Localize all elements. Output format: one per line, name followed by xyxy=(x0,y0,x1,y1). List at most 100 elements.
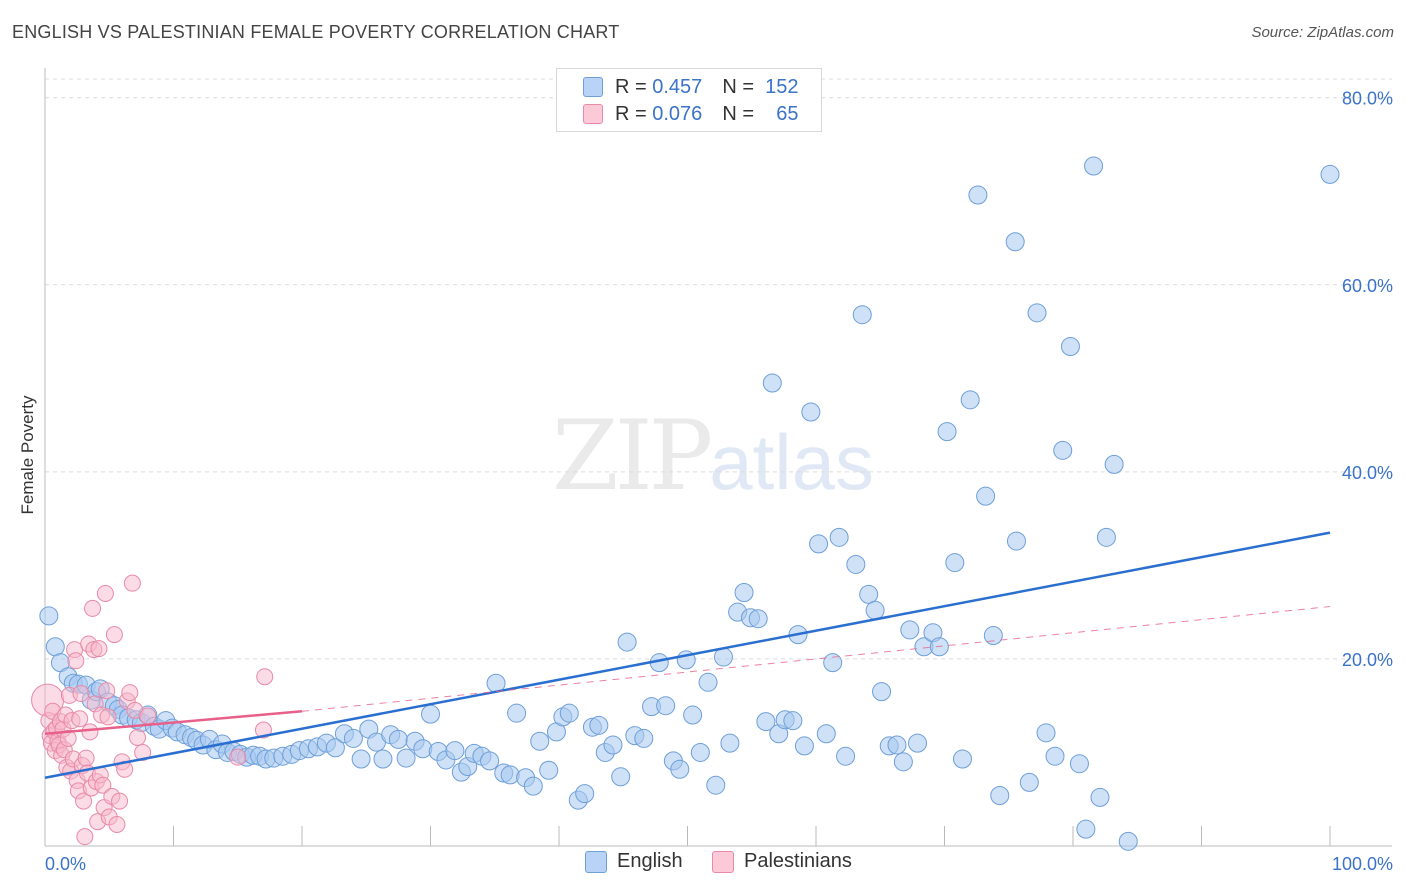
english-point xyxy=(846,554,866,574)
english-point xyxy=(937,422,957,442)
trendlines xyxy=(44,531,1331,779)
english-point xyxy=(865,600,885,620)
english-point xyxy=(413,739,433,759)
english-point xyxy=(908,733,928,753)
english-point xyxy=(945,553,965,573)
english-point xyxy=(836,746,856,766)
legend-item-english[interactable]: English xyxy=(585,850,683,873)
english-point xyxy=(801,402,821,422)
english-point xyxy=(480,751,500,771)
english-point xyxy=(748,609,768,629)
legend-row-english: R = 0.457 N = 152 xyxy=(583,74,799,100)
palestinian-point xyxy=(134,743,152,761)
palestinian-point xyxy=(108,815,126,833)
english-point xyxy=(859,584,879,604)
english-point xyxy=(983,626,1003,646)
english-point xyxy=(39,606,59,626)
watermark-zip: ZIP xyxy=(552,400,713,512)
english-point xyxy=(523,776,543,796)
english-point xyxy=(530,731,550,751)
english-point xyxy=(1006,531,1026,551)
palestinian-n-label: N = xyxy=(722,102,754,125)
english-point xyxy=(952,749,972,769)
english-point xyxy=(1096,527,1116,547)
palestinian-point xyxy=(254,721,272,739)
palestinian-point xyxy=(111,792,129,810)
palestinian-trendline-extension xyxy=(301,606,1331,712)
english-point xyxy=(45,637,65,657)
palestinian-r-value: 0.076 xyxy=(652,102,703,125)
english-point xyxy=(1060,337,1080,357)
english-point xyxy=(1084,156,1104,176)
english-point xyxy=(373,749,393,769)
english-point xyxy=(1076,819,1096,839)
english-n-label: N = xyxy=(722,75,754,98)
english-point xyxy=(1045,746,1065,766)
palestinian-point xyxy=(75,792,93,810)
english-point xyxy=(445,741,465,761)
english-n-value: 152 xyxy=(765,75,799,98)
english-point xyxy=(1053,440,1073,460)
english-point xyxy=(634,728,654,748)
axes xyxy=(44,68,1392,847)
watermark-atlas: atlas xyxy=(709,418,874,506)
palestinian-point xyxy=(59,729,77,747)
grid-lines xyxy=(45,78,1392,660)
english-point xyxy=(698,672,718,692)
x-tick-label-min: 0.0% xyxy=(45,854,86,874)
legend-item-palestinians[interactable]: Palestinians xyxy=(712,850,852,873)
english-point xyxy=(683,705,703,725)
english-r-value: 0.457 xyxy=(652,75,703,98)
y-tick-label: 80.0% xyxy=(1342,89,1393,109)
english-point xyxy=(507,703,527,723)
english-point xyxy=(1019,772,1039,792)
watermark: ZIPatlas xyxy=(552,400,874,512)
english-points xyxy=(39,156,1340,851)
english-point xyxy=(762,373,782,393)
english-point xyxy=(388,729,408,749)
english-point xyxy=(976,486,996,506)
y-tick-label: 20.0% xyxy=(1342,650,1393,670)
english-point xyxy=(656,696,676,716)
english-point xyxy=(396,748,416,768)
english-point xyxy=(900,620,920,640)
english-point xyxy=(559,703,579,723)
palestinian-point xyxy=(71,710,89,728)
english-point xyxy=(706,775,726,795)
palestinian-point xyxy=(229,748,247,766)
palestinian-point xyxy=(76,828,94,846)
legend-series: English Palestinians xyxy=(0,848,1406,878)
english-point xyxy=(1005,232,1025,252)
english-point xyxy=(720,733,740,753)
english-point xyxy=(611,767,631,787)
english-point xyxy=(1036,723,1056,743)
palestinian-point xyxy=(139,707,157,725)
palestinian-point xyxy=(84,599,102,617)
english-point xyxy=(325,738,345,758)
english-point xyxy=(852,305,872,325)
palestinian-point xyxy=(99,708,117,726)
legend-stats: R = 0.457 N = 152 R = 0.076 N = 65 xyxy=(556,68,822,132)
english-point xyxy=(823,653,843,673)
english-point xyxy=(872,682,892,702)
english-point xyxy=(1069,754,1089,774)
palestinian-r-label: R = xyxy=(615,102,647,125)
english-point xyxy=(829,527,849,547)
english-point xyxy=(960,390,980,410)
english-point xyxy=(816,724,836,744)
palestinian-point xyxy=(94,776,112,794)
palestinian-trendline xyxy=(44,710,303,736)
palestinian-point xyxy=(98,682,116,700)
palestinian-points xyxy=(31,574,274,846)
english-point xyxy=(990,785,1010,805)
y-axis-label: Female Poverty xyxy=(18,395,37,515)
english-point xyxy=(734,583,754,603)
english-point xyxy=(887,735,907,755)
english-point xyxy=(670,759,690,779)
palestinian-legend-swatch xyxy=(712,850,734,873)
palestinian-point xyxy=(67,652,85,670)
legend-row-palestinian: R = 0.076 N = 65 xyxy=(583,101,798,127)
english-point xyxy=(1118,831,1138,851)
palestinian-point xyxy=(105,626,123,644)
